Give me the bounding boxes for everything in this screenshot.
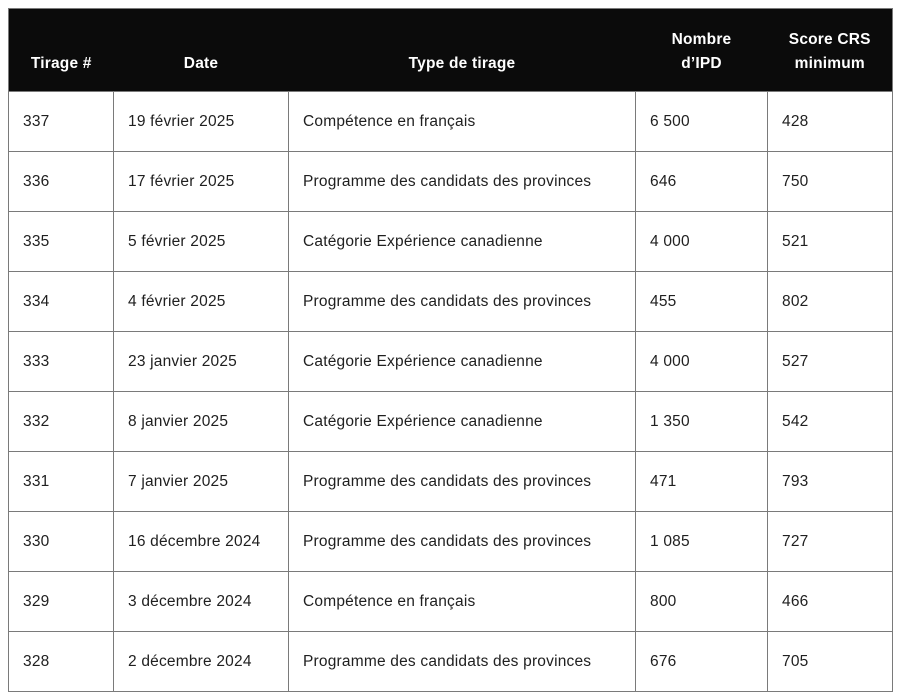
- draw-number-cell: 331: [8, 451, 114, 512]
- date-cell: 2 décembre 2024: [113, 631, 289, 692]
- draw-type-cell: Programme des candidats des provinces: [288, 631, 636, 692]
- table-row: 335 5 février 2025 Catégorie Expérience …: [8, 211, 893, 272]
- column-header-ipd-count: Nombre d’IPD: [635, 8, 768, 92]
- date-cell: 19 février 2025: [113, 91, 289, 152]
- table-row: 328 2 décembre 2024 Programme des candid…: [8, 631, 893, 692]
- draw-type-cell: Programme des candidats des provinces: [288, 271, 636, 332]
- draw-type-cell: Catégorie Expérience canadienne: [288, 391, 636, 452]
- draw-number-cell: 337: [8, 91, 114, 152]
- ipd-count-cell: 646: [635, 151, 768, 212]
- draw-number-cell: 330: [8, 511, 114, 572]
- express-entry-draws-table: Tirage # Date Type de tirage Nombre d’IP…: [8, 8, 893, 692]
- table-row: 329 3 décembre 2024 Compétence en frança…: [8, 571, 893, 632]
- column-header-date: Date: [113, 8, 289, 92]
- column-header-crs-score: Score CRS minimum: [767, 8, 893, 92]
- date-cell: 8 janvier 2025: [113, 391, 289, 452]
- ipd-count-cell: 800: [635, 571, 768, 632]
- draw-type-cell: Compétence en français: [288, 91, 636, 152]
- table-row: 334 4 février 2025 Programme des candida…: [8, 271, 893, 332]
- date-cell: 16 décembre 2024: [113, 511, 289, 572]
- draw-type-cell: Programme des candidats des provinces: [288, 511, 636, 572]
- date-cell: 3 décembre 2024: [113, 571, 289, 632]
- draw-number-cell: 334: [8, 271, 114, 332]
- draw-type-cell: Catégorie Expérience canadienne: [288, 331, 636, 392]
- ipd-count-cell: 4 000: [635, 211, 768, 272]
- table-row: 331 7 janvier 2025 Programme des candida…: [8, 451, 893, 512]
- ipd-count-cell: 1 350: [635, 391, 768, 452]
- draw-number-cell: 333: [8, 331, 114, 392]
- draw-number-cell: 332: [8, 391, 114, 452]
- draw-number-cell: 328: [8, 631, 114, 692]
- ipd-count-cell: 676: [635, 631, 768, 692]
- column-header-draw-number: Tirage #: [8, 8, 114, 92]
- crs-score-cell: 802: [767, 271, 893, 332]
- table-row: 332 8 janvier 2025 Catégorie Expérience …: [8, 391, 893, 452]
- crs-score-cell: 428: [767, 91, 893, 152]
- draw-type-cell: Programme des candidats des provinces: [288, 151, 636, 212]
- crs-score-cell: 527: [767, 331, 893, 392]
- crs-score-cell: 466: [767, 571, 893, 632]
- date-cell: 23 janvier 2025: [113, 331, 289, 392]
- draw-type-cell: Programme des candidats des provinces: [288, 451, 636, 512]
- table-row: 333 23 janvier 2025 Catégorie Expérience…: [8, 331, 893, 392]
- crs-score-cell: 521: [767, 211, 893, 272]
- crs-score-cell: 705: [767, 631, 893, 692]
- crs-score-cell: 542: [767, 391, 893, 452]
- table-row: 336 17 février 2025 Programme des candid…: [8, 151, 893, 212]
- ipd-count-cell: 6 500: [635, 91, 768, 152]
- draw-number-cell: 329: [8, 571, 114, 632]
- ipd-count-cell: 455: [635, 271, 768, 332]
- crs-score-cell: 793: [767, 451, 893, 512]
- date-cell: 17 février 2025: [113, 151, 289, 212]
- crs-score-cell: 750: [767, 151, 893, 212]
- ipd-count-cell: 1 085: [635, 511, 768, 572]
- table-row: 337 19 février 2025 Compétence en frança…: [8, 91, 893, 152]
- column-header-draw-type: Type de tirage: [288, 8, 636, 92]
- date-cell: 7 janvier 2025: [113, 451, 289, 512]
- draw-type-cell: Catégorie Expérience canadienne: [288, 211, 636, 272]
- ipd-count-cell: 4 000: [635, 331, 768, 392]
- header-row: Tirage # Date Type de tirage Nombre d’IP…: [8, 8, 893, 92]
- draw-number-cell: 336: [8, 151, 114, 212]
- date-cell: 4 février 2025: [113, 271, 289, 332]
- draw-type-cell: Compétence en français: [288, 571, 636, 632]
- crs-score-cell: 727: [767, 511, 893, 572]
- date-cell: 5 février 2025: [113, 211, 289, 272]
- table-row: 330 16 décembre 2024 Programme des candi…: [8, 511, 893, 572]
- draw-number-cell: 335: [8, 211, 114, 272]
- ipd-count-cell: 471: [635, 451, 768, 512]
